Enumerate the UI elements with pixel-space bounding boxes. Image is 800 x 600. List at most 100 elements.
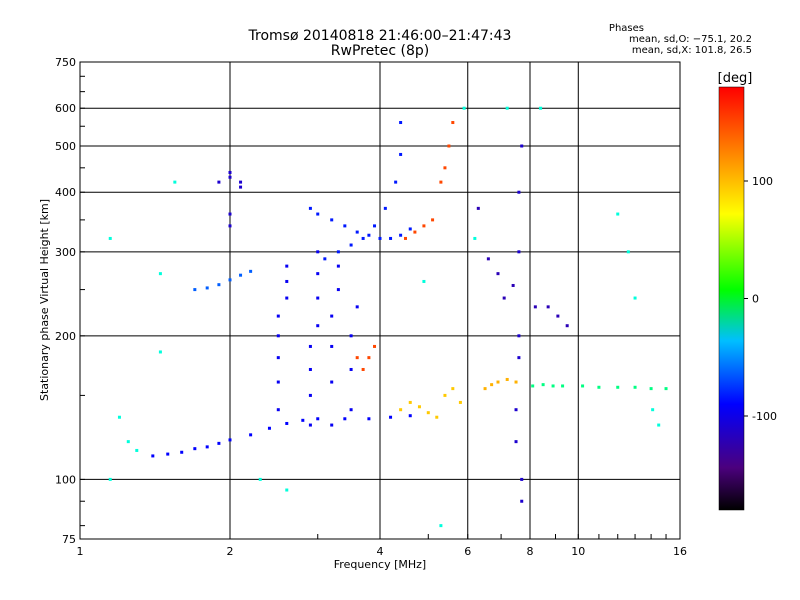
echo-point: [343, 417, 347, 421]
echo-point: [135, 448, 139, 452]
echo-point: [316, 250, 320, 254]
echo-point: [349, 334, 353, 338]
echo-point: [408, 400, 412, 404]
echo-point: [367, 417, 371, 421]
echo-point: [520, 499, 524, 503]
echo-point: [422, 279, 426, 283]
echo-point: [228, 438, 232, 442]
echo-point: [399, 152, 403, 156]
x-tick-label: 10: [571, 545, 585, 558]
echo-point: [330, 218, 334, 222]
echo-point: [367, 233, 371, 237]
echo-point: [276, 314, 280, 318]
echo-point: [330, 380, 334, 384]
echo-point: [517, 250, 521, 254]
echo-point: [193, 447, 197, 451]
echo-point: [490, 383, 494, 387]
echo-point: [451, 387, 455, 391]
y-tick-label: 500: [55, 140, 76, 153]
y-tick-label: 400: [55, 186, 76, 199]
echo-point: [355, 356, 359, 360]
echo-point: [664, 387, 668, 391]
echo-point: [505, 377, 509, 381]
y-tick-label: 200: [55, 330, 76, 343]
echo-point: [330, 314, 334, 318]
echo-point: [378, 236, 382, 240]
x-tick-label: 2: [227, 545, 234, 558]
echo-point: [399, 121, 403, 125]
echo-point: [439, 180, 443, 184]
echo-point: [308, 393, 312, 397]
echo-point: [373, 344, 377, 348]
y-tick-label: 300: [55, 246, 76, 259]
echo-point: [389, 415, 393, 419]
phase-heading: Phases: [608, 23, 644, 34]
y-tick-label: 75: [62, 533, 76, 546]
echo-point: [108, 236, 112, 240]
echo-point: [439, 524, 443, 528]
echo-point: [228, 170, 232, 174]
echo-point: [228, 224, 232, 228]
echo-point: [330, 423, 334, 427]
echo-point: [597, 385, 601, 389]
echo-point: [316, 417, 320, 421]
echo-point: [403, 236, 407, 240]
x-tick-label: 16: [673, 545, 687, 558]
echo-point: [531, 384, 535, 388]
phase-x-stats: mean, sd,X: 101.8, 26.5: [631, 45, 752, 56]
echo-point: [426, 411, 430, 415]
echo-point: [633, 296, 637, 300]
echo-point: [205, 286, 209, 290]
echo-point: [228, 212, 232, 216]
echo-point: [193, 288, 197, 292]
echo-point: [496, 380, 500, 384]
echo-point: [217, 283, 221, 287]
echo-point: [276, 408, 280, 412]
echo-point: [285, 264, 289, 268]
echo-point: [520, 144, 524, 148]
echo-point: [408, 227, 412, 231]
echo-point: [505, 106, 509, 110]
echo-point: [308, 206, 312, 210]
echo-point: [408, 414, 412, 418]
echo-point: [316, 296, 320, 300]
echo-point: [556, 314, 560, 318]
colorbar-label: [deg]: [718, 71, 753, 86]
echo-point: [249, 433, 253, 437]
x-tick-label: 1: [77, 545, 84, 558]
echo-point: [217, 441, 221, 445]
echo-point: [514, 440, 518, 444]
echo-point: [435, 415, 439, 419]
echo-point: [511, 283, 515, 287]
echo-point: [431, 218, 435, 222]
phase-o-stats: mean, sd,O: −75.1, 20.2: [629, 34, 752, 45]
echo-point: [108, 477, 112, 481]
echo-point: [533, 305, 537, 309]
echo-point: [355, 230, 359, 234]
echo-point: [151, 454, 155, 458]
echo-point: [520, 477, 524, 481]
x-tick-label: 6: [464, 545, 471, 558]
echo-point: [651, 408, 655, 412]
echo-point: [308, 423, 312, 427]
echo-point: [285, 279, 289, 283]
echo-point: [217, 180, 221, 184]
echo-point: [361, 367, 365, 371]
echo-point: [316, 212, 320, 216]
echo-point: [276, 334, 280, 338]
echo-point: [413, 230, 417, 234]
chart-title: Tromsø 20140818 21:46:00–21:47:43: [248, 28, 512, 44]
echo-point: [443, 166, 447, 170]
echo-point: [514, 380, 518, 384]
echo-point: [451, 121, 455, 125]
echo-point: [308, 367, 312, 371]
echo-point: [616, 212, 620, 216]
echo-point: [349, 243, 353, 247]
echo-point: [496, 272, 500, 276]
echo-point: [349, 408, 353, 412]
echo-point: [517, 190, 521, 194]
echo-point: [249, 269, 253, 273]
echo-point: [389, 236, 393, 240]
echo-point: [458, 400, 462, 404]
echo-point: [285, 421, 289, 425]
